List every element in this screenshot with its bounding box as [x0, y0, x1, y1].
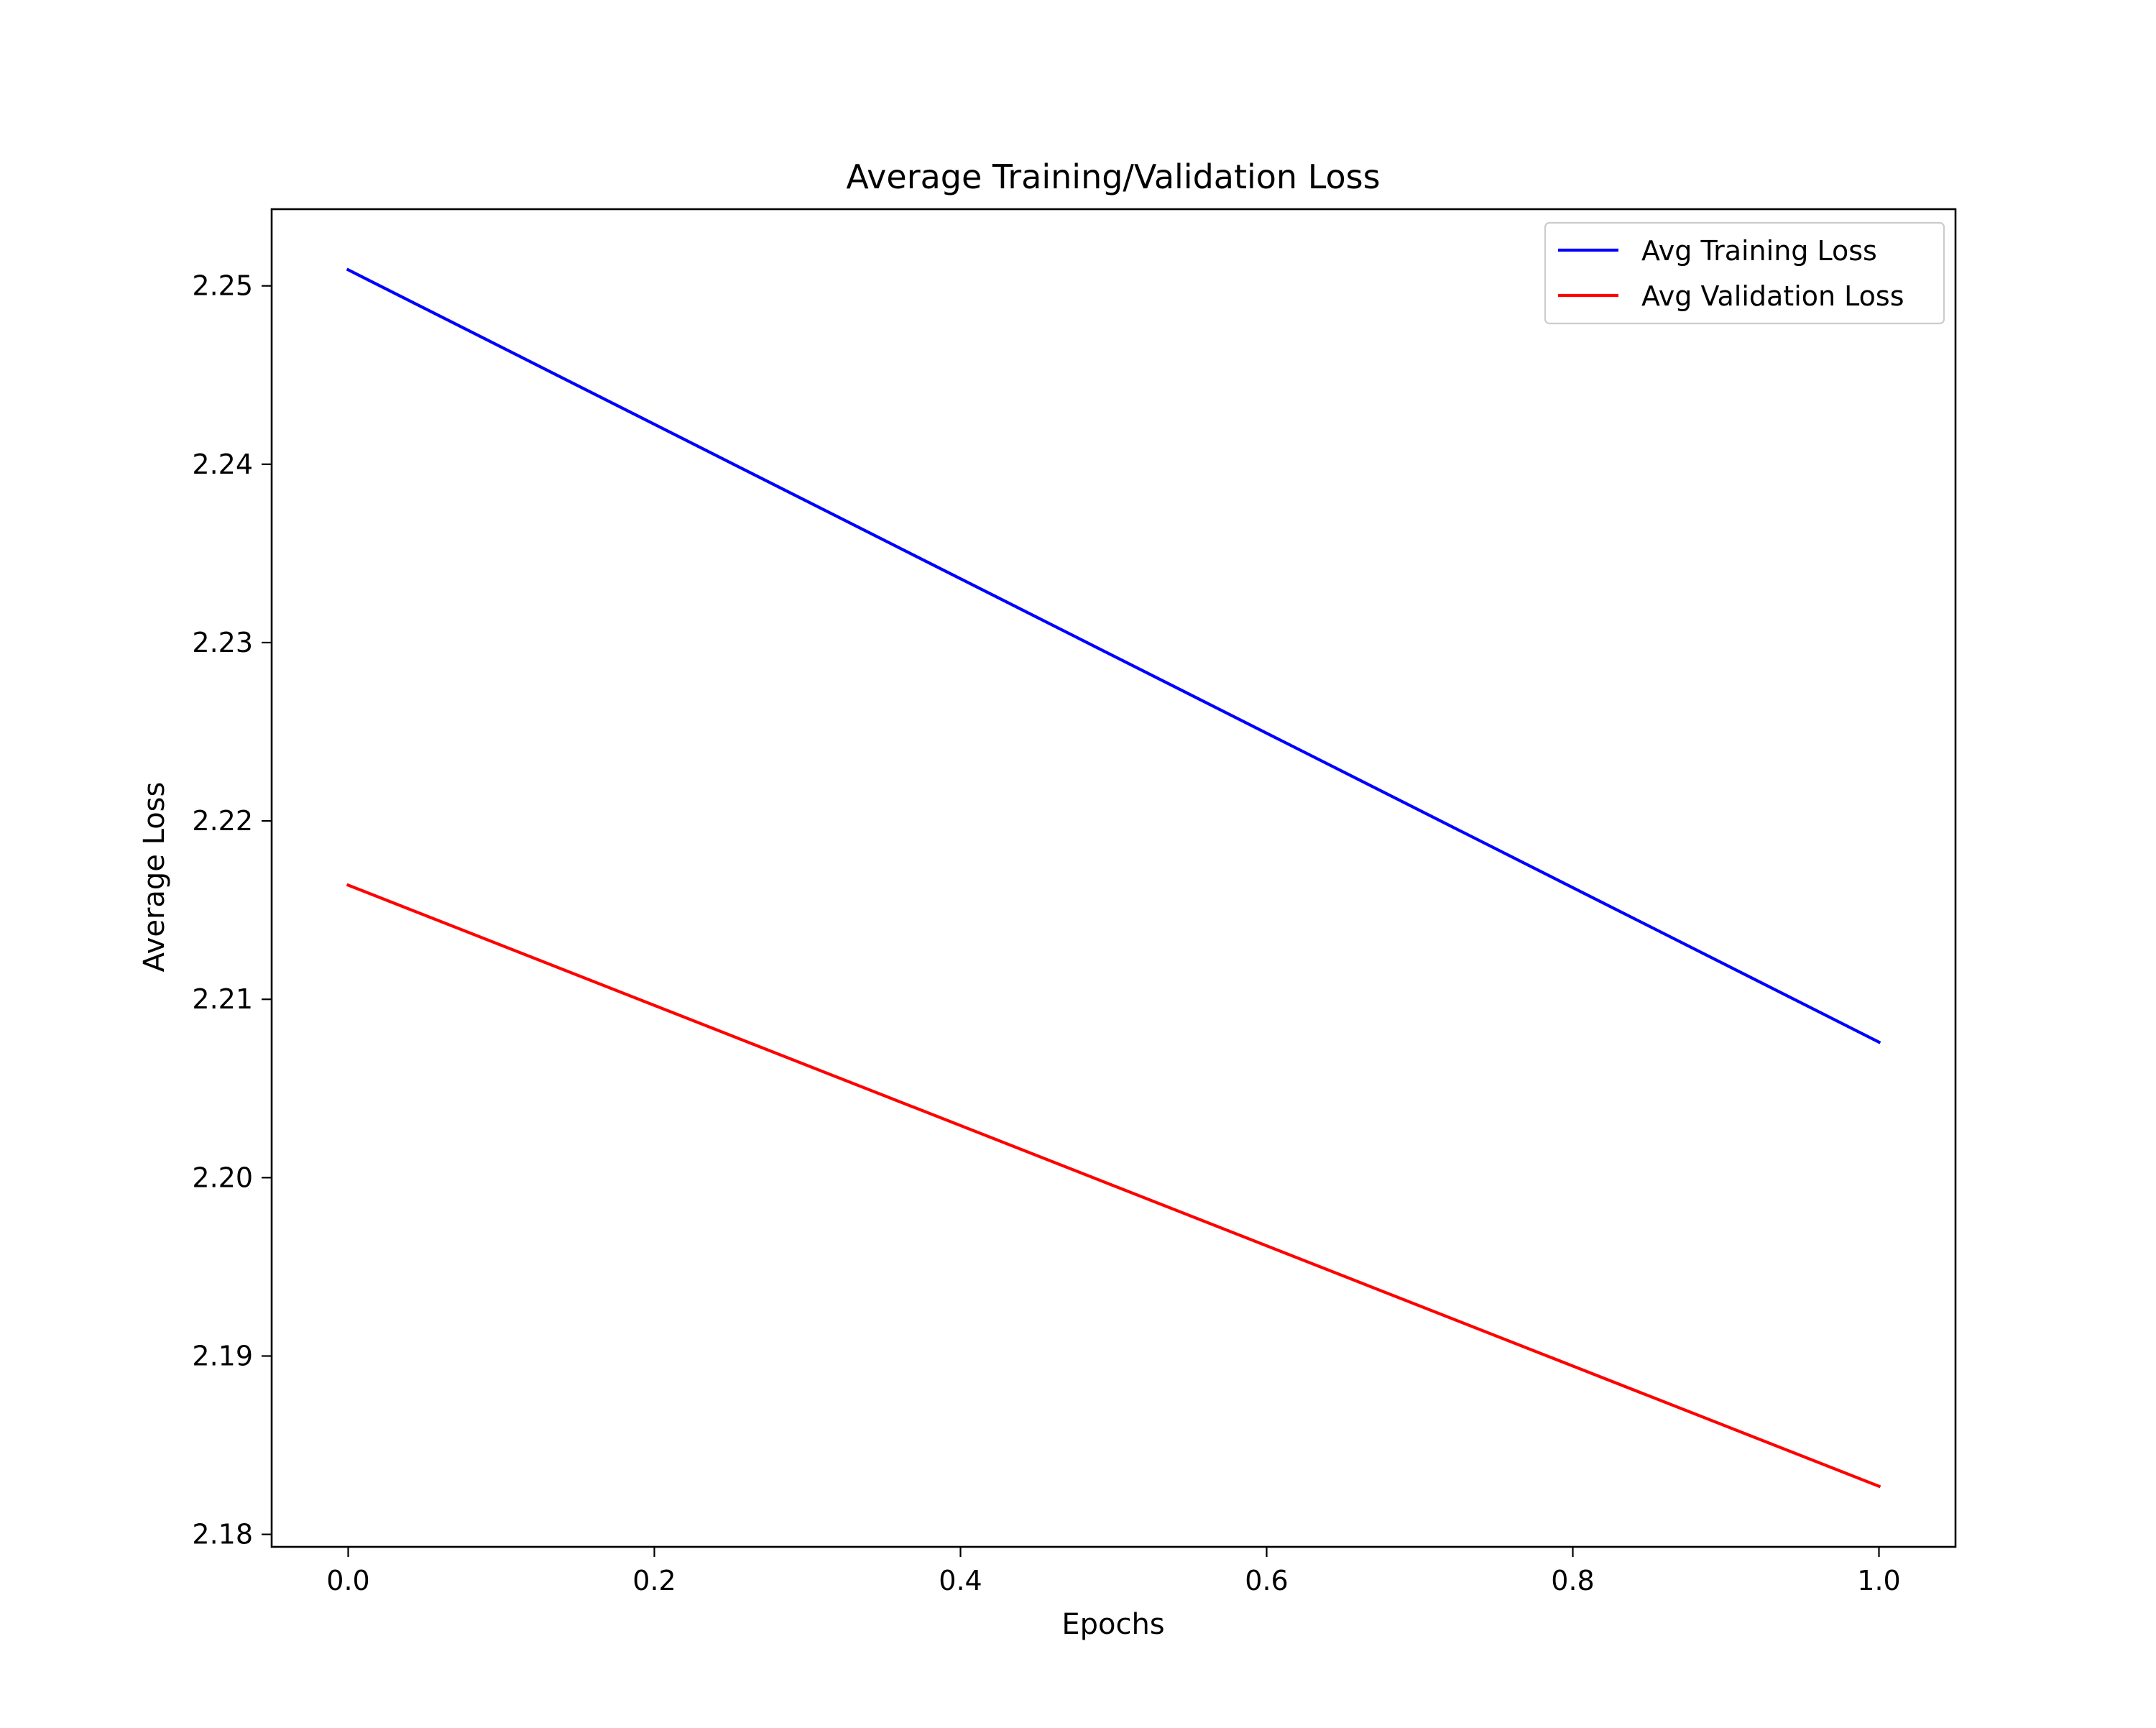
series-line-1: [346, 267, 1881, 1044]
series-layer: [346, 267, 1881, 1489]
series-line-2: [346, 883, 1881, 1489]
y-tick-label: 2.22: [192, 805, 253, 837]
x-tick-label: 0.2: [632, 1565, 676, 1596]
legend-label-2: Avg Validation Loss: [1641, 280, 1904, 312]
legend-box: [1544, 221, 1945, 325]
y-tick-label: 2.23: [192, 627, 253, 658]
legend: Avg Training Loss Avg Validation Loss: [1544, 221, 1945, 325]
y-tick-label: 2.20: [192, 1162, 253, 1193]
y-tick-label: 2.19: [192, 1340, 253, 1371]
y-tick-label: 2.21: [192, 983, 253, 1015]
x-tick-label: 0.6: [1245, 1565, 1288, 1596]
y-tick-label: 2.24: [192, 449, 253, 480]
y-tick-label: 2.18: [192, 1519, 253, 1550]
axes-layer: 0.0 0.2 0.4 0.6 0.8 1.0 2.18 2.19 2.20 2.21 2.22 2.…: [192, 208, 1957, 1596]
x-axis-label: Epochs: [1061, 1608, 1164, 1641]
plot-area-frame: [270, 208, 1957, 1548]
x-tick-label: 1.0: [1857, 1565, 1900, 1596]
x-tick-label: 0.8: [1551, 1565, 1594, 1596]
y-axis-label: Average Loss: [138, 782, 171, 973]
y-tick-label: 2.25: [192, 270, 253, 302]
chart-title: Average Training/Validation Loss: [846, 157, 1380, 196]
legend-label-1: Avg Training Loss: [1641, 235, 1877, 267]
x-tick-label: 0.4: [939, 1565, 982, 1596]
x-tick-label: 0.0: [326, 1565, 369, 1596]
